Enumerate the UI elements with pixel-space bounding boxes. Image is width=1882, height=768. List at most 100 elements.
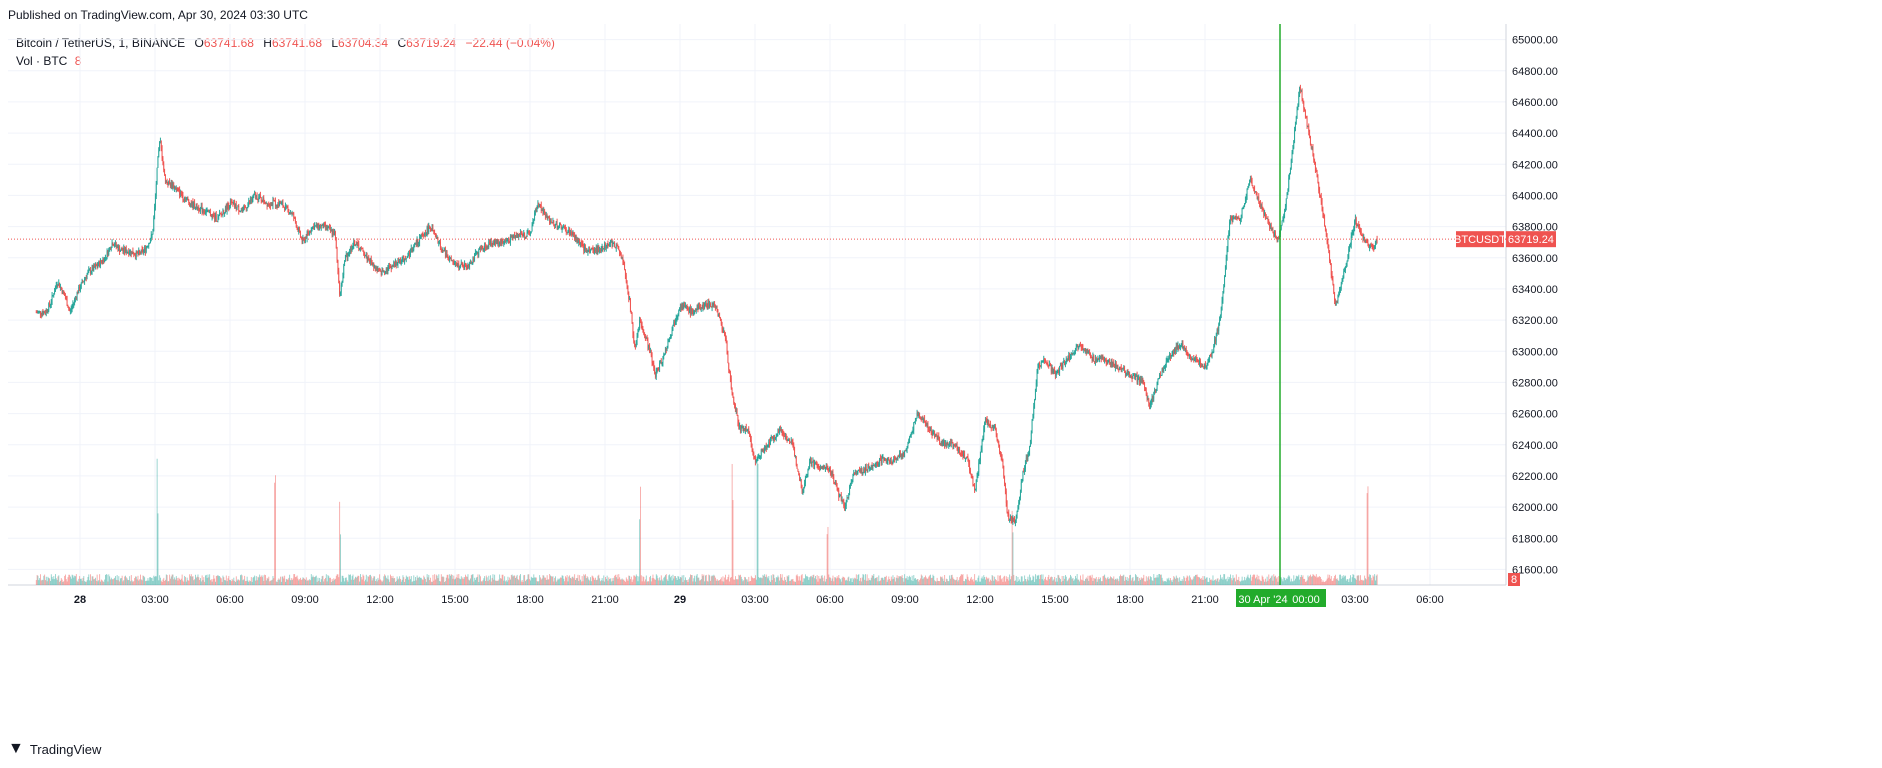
volume-bar: [1180, 580, 1181, 585]
volume-bar: [805, 576, 807, 585]
candle-body: [527, 231, 529, 233]
candle-body: [334, 232, 335, 236]
candle-body: [1320, 194, 1321, 197]
candle-body: [739, 426, 740, 428]
price-chart[interactable]: 61600.0061800.0062000.0062200.0062400.00…: [0, 20, 1882, 732]
volume-bar: [275, 581, 277, 585]
candle-body: [1172, 350, 1174, 355]
volume-bar: [280, 581, 282, 585]
candle-body: [1323, 215, 1325, 218]
volume-bar: [1324, 581, 1326, 585]
volume-bar: [640, 575, 642, 585]
candle-body: [844, 506, 845, 509]
volume-bar: [753, 578, 755, 585]
volume-bar: [160, 577, 161, 585]
candle-body: [1049, 364, 1050, 367]
volume-bar: [405, 575, 407, 585]
candle-body: [75, 297, 77, 299]
volume-bar: [899, 576, 901, 585]
volume-bar: [247, 580, 249, 585]
candle-body: [1200, 366, 1202, 368]
candle-body: [113, 245, 115, 247]
volume-bar: [287, 579, 289, 585]
candle-body: [935, 435, 937, 437]
candle-body: [1352, 231, 1354, 234]
candle-body: [200, 207, 201, 212]
volume-bar: [376, 581, 378, 585]
volume-bar: [779, 580, 781, 585]
time-axis[interactable]: 28 03:00 06:00 09:00 12:00 15:00 18:00 21:00 29 0…: [74, 589, 1444, 607]
candle-body: [1189, 354, 1190, 356]
candle-body: [1037, 364, 1039, 371]
volume-bar: [87, 576, 89, 585]
candle-body: [691, 308, 693, 311]
volume-bar: [1175, 578, 1176, 585]
volume-bar: [1344, 576, 1346, 585]
candle-body: [1059, 366, 1060, 373]
volume-bar: [850, 578, 851, 585]
volume-bar: [340, 581, 342, 585]
candle-body: [217, 216, 219, 221]
candle-body: [80, 287, 81, 291]
volume-bar: [775, 577, 777, 585]
volume-bar: [465, 574, 466, 585]
candle-body: [720, 317, 721, 319]
volume-bar: [590, 577, 591, 585]
volume-bar: [1341, 575, 1343, 585]
candle-body: [524, 232, 525, 238]
volume-bar: [862, 574, 864, 585]
volume-bar: [200, 578, 201, 585]
candle-body: [805, 477, 806, 484]
candle-body: [544, 210, 545, 216]
candle-body: [530, 231, 532, 233]
volume-bar: [1220, 578, 1222, 585]
volume-bar: [157, 513, 159, 585]
volume-bar: [422, 580, 424, 585]
volume-bar: [1258, 575, 1260, 585]
candle-body: [110, 247, 111, 250]
volume-bar: [916, 579, 918, 585]
volume-bar: [736, 579, 738, 585]
candle-body: [1290, 168, 1291, 174]
volume-bar: [609, 578, 611, 585]
volume-bar: [332, 580, 334, 585]
volume-bar: [855, 578, 856, 585]
volume-bar: [860, 581, 862, 585]
chart-area[interactable]: 61600.00 61800.00 62000.00 62200.00 62400.00…: [0, 20, 1882, 732]
candle-body: [964, 453, 965, 459]
volume-bar: [800, 580, 801, 585]
volume-bar: [1120, 576, 1122, 585]
candle-body: [395, 260, 397, 266]
volume-bar: [450, 575, 451, 585]
price-axis[interactable]: 61600.0061800.0062000.0062200.0062400.00…: [1454, 35, 1558, 586]
candle-body: [1175, 345, 1177, 353]
candle-body: [62, 290, 64, 294]
candle-body: [820, 467, 821, 471]
candle-body: [230, 201, 231, 206]
volume-bar: [126, 578, 128, 585]
volume-bar: [694, 575, 696, 585]
candle-body: [43, 311, 45, 315]
candle-body: [522, 234, 524, 236]
candle-body: [998, 440, 1000, 446]
candle-body: [549, 218, 550, 223]
candle-body: [942, 442, 944, 447]
candle-body: [1160, 375, 1162, 377]
volume-bar: [638, 576, 640, 585]
volume-bar: [858, 574, 860, 585]
candle-body: [1260, 205, 1262, 207]
volume-bar: [1028, 580, 1030, 585]
volume-bar: [895, 581, 896, 585]
candle-body: [933, 432, 935, 434]
volume-bar: [852, 577, 854, 585]
volume-bar: [567, 581, 569, 585]
candle-body: [1253, 187, 1255, 189]
candle-body: [830, 472, 832, 475]
volume-bar: [1066, 581, 1068, 585]
volume-bar: [400, 581, 402, 585]
volume-bar: [1053, 579, 1055, 585]
volume-bar: [487, 581, 489, 585]
volume-bar: [310, 574, 312, 585]
candle-body: [1076, 345, 1078, 347]
candle-body: [582, 244, 584, 246]
